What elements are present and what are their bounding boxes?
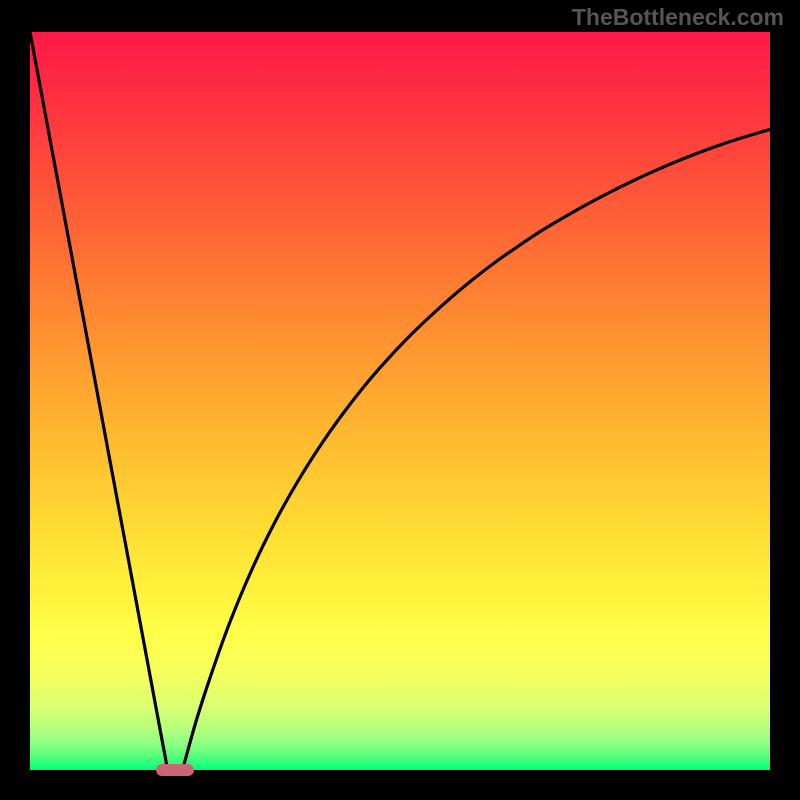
curve-layer (30, 32, 770, 770)
plot-area (30, 32, 770, 770)
minimum-marker (156, 764, 194, 776)
watermark-text: TheBottleneck.com (572, 4, 784, 31)
chart-frame: TheBottleneck.com (0, 0, 800, 800)
bottleneck-curve (30, 32, 770, 770)
